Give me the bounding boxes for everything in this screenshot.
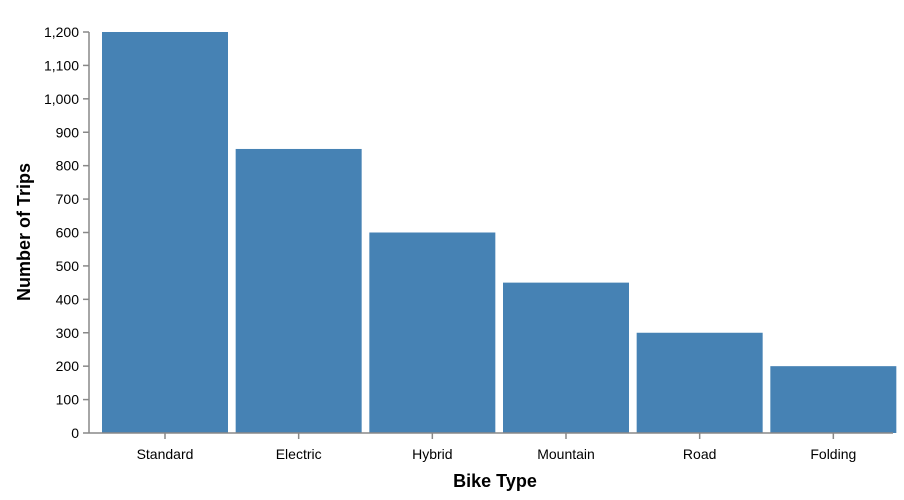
y-tick-label: 300 bbox=[56, 325, 80, 341]
x-tick-label: Standard bbox=[137, 446, 194, 462]
x-tick-label: Folding bbox=[810, 446, 856, 462]
y-ticks-group: 0 100 200 300 400 500 600 700 800 900 1,000 1,100 1,… bbox=[44, 24, 89, 441]
y-tick-label: 1,200 bbox=[44, 24, 79, 40]
bar-mountain bbox=[503, 282, 629, 433]
x-tick-label: Electric bbox=[276, 446, 322, 462]
bars-group bbox=[102, 32, 897, 434]
x-tick-label: Road bbox=[683, 446, 716, 462]
bar-folding bbox=[770, 366, 897, 433]
y-tick-label: 700 bbox=[56, 191, 80, 207]
y-axis-title: Number of Trips bbox=[14, 163, 34, 301]
x-tick-label: Hybrid bbox=[412, 446, 452, 462]
x-tick-label: Mountain bbox=[537, 446, 595, 462]
bar-road bbox=[636, 332, 763, 433]
y-tick-label: 1,000 bbox=[44, 91, 79, 107]
bar-electric bbox=[235, 148, 362, 434]
y-tick-label: 200 bbox=[56, 358, 80, 374]
x-ticks-group: Standard Electric Hybrid Mountain Road Foldin… bbox=[137, 433, 856, 462]
bar-hybrid bbox=[369, 232, 496, 433]
y-tick-label: 600 bbox=[56, 225, 80, 241]
y-axis: 0 100 200 300 400 500 600 700 800 900 1,000 1,100 1,… bbox=[44, 24, 90, 441]
x-axis-title: Bike Type bbox=[453, 471, 537, 491]
y-tick-label: 0 bbox=[71, 425, 79, 441]
y-tick-label: 900 bbox=[56, 124, 80, 140]
y-tick-label: 500 bbox=[56, 258, 80, 274]
x-axis: Standard Electric Hybrid Mountain Road Foldin… bbox=[89, 432, 893, 462]
y-tick-label: 100 bbox=[56, 392, 80, 408]
y-tick-label: 1,100 bbox=[44, 57, 79, 73]
y-tick-label: 400 bbox=[56, 291, 80, 307]
y-tick-label: 800 bbox=[56, 158, 80, 174]
bar-standard bbox=[102, 32, 228, 433]
